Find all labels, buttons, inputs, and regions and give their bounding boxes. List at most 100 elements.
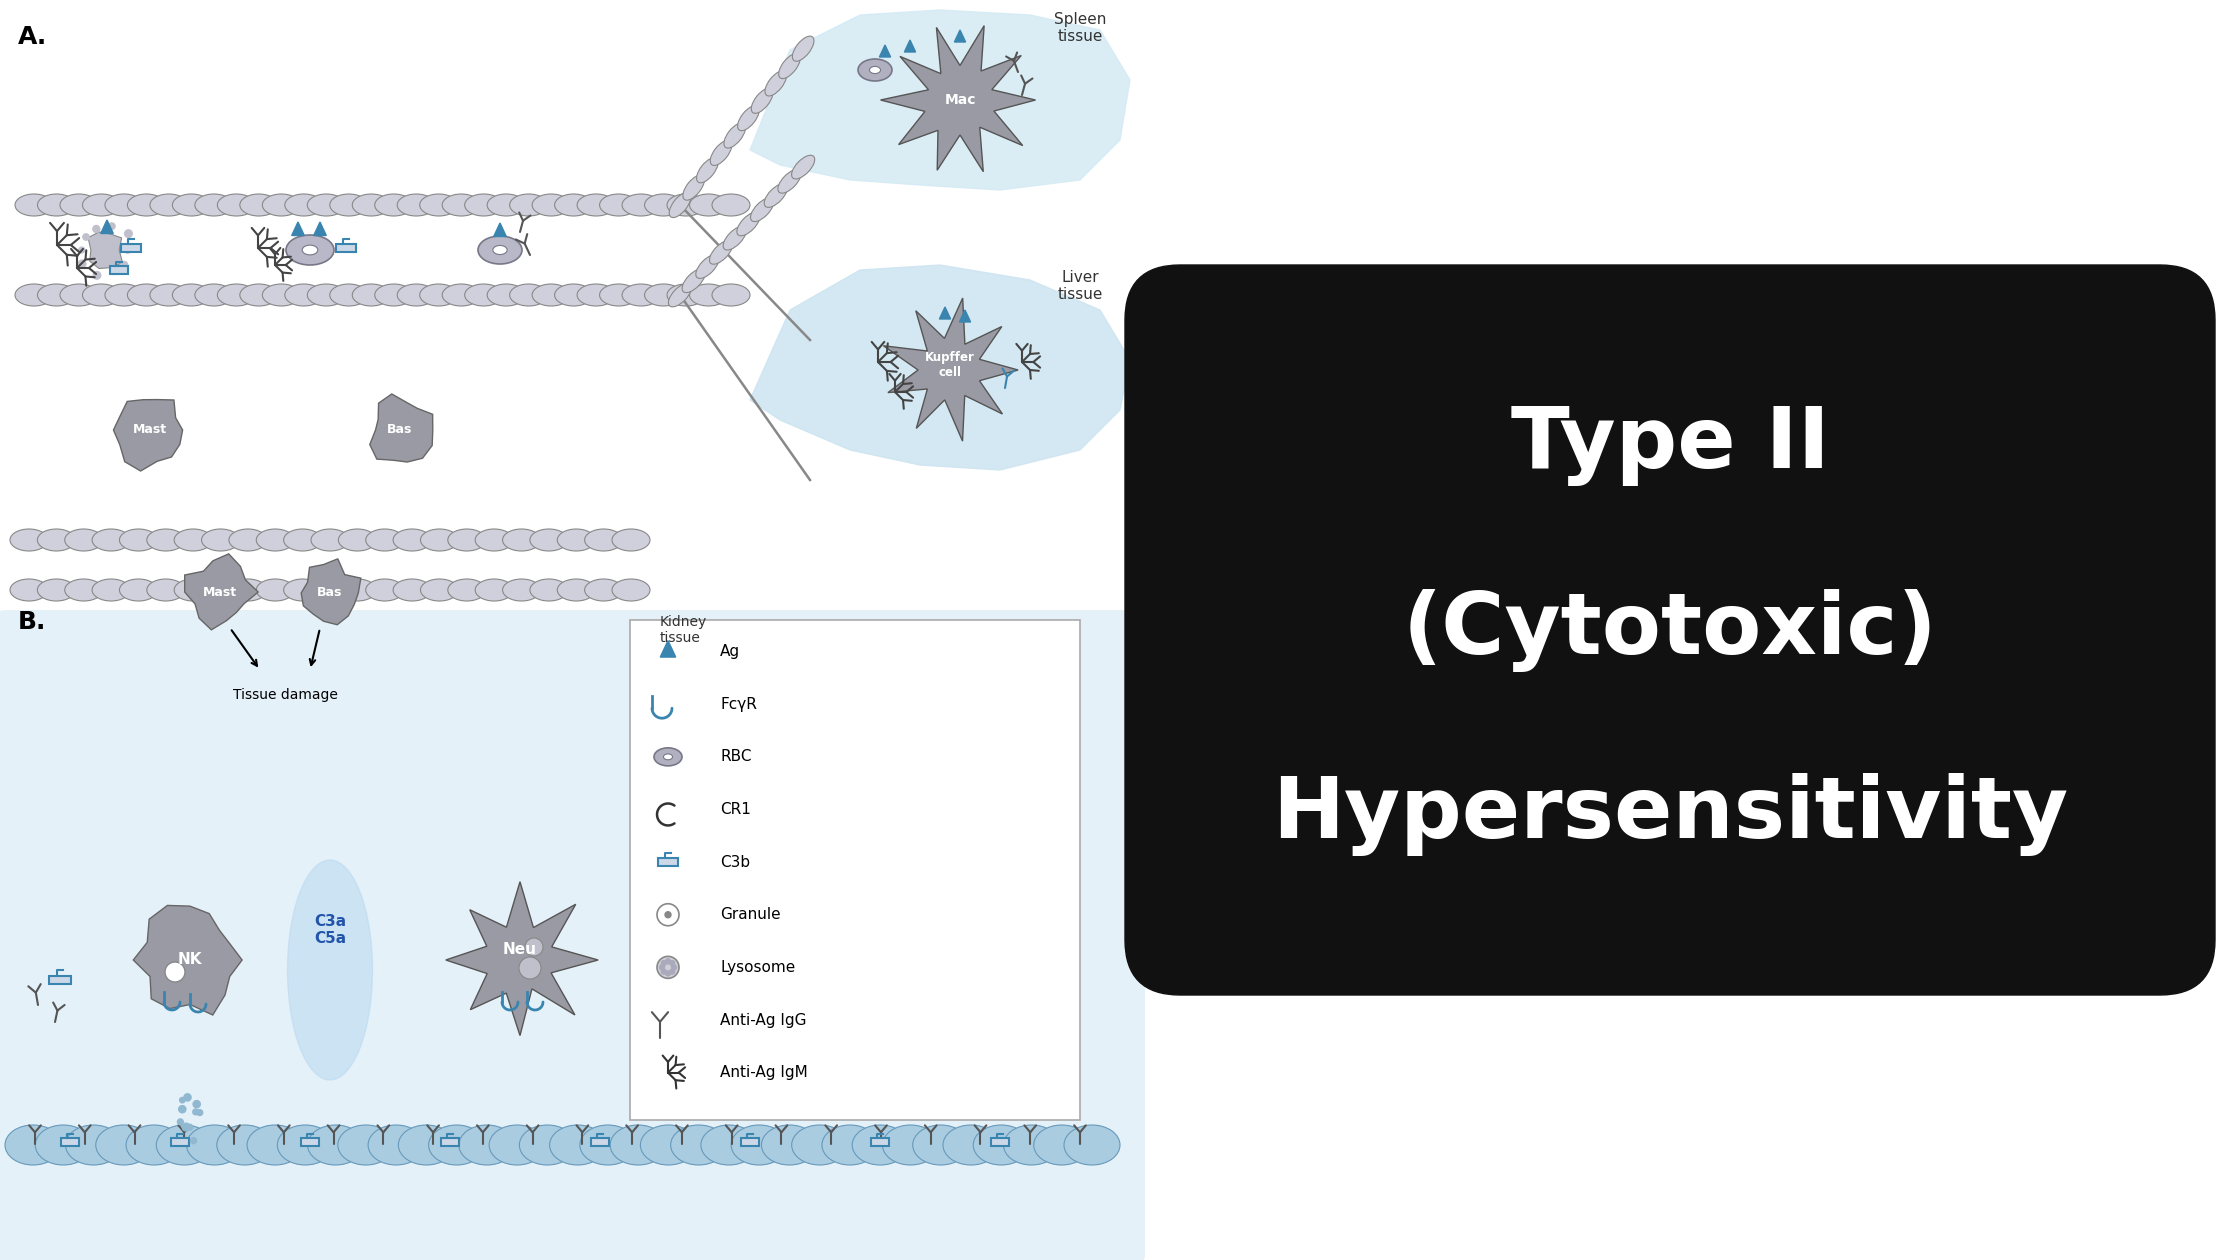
Bar [441, 1138, 459, 1145]
Ellipse shape [307, 284, 345, 306]
Circle shape [184, 1094, 190, 1101]
Circle shape [179, 1105, 186, 1113]
Ellipse shape [556, 284, 594, 306]
Ellipse shape [9, 580, 47, 601]
Ellipse shape [284, 194, 323, 215]
Polygon shape [880, 25, 1035, 171]
Circle shape [659, 965, 665, 970]
Text: C3b: C3b [719, 854, 750, 869]
Circle shape [665, 912, 672, 917]
Text: Anti-Ag IgG: Anti-Ag IgG [719, 1013, 806, 1027]
Ellipse shape [105, 194, 143, 215]
Bar [300, 1138, 318, 1145]
Ellipse shape [329, 194, 367, 215]
Ellipse shape [502, 580, 540, 601]
Ellipse shape [670, 193, 690, 218]
Ellipse shape [724, 123, 746, 149]
Ellipse shape [600, 284, 638, 306]
Ellipse shape [217, 194, 255, 215]
Ellipse shape [1064, 1125, 1120, 1166]
Circle shape [125, 229, 132, 237]
Bar [629, 620, 1080, 1120]
Ellipse shape [365, 580, 403, 601]
Ellipse shape [533, 194, 571, 215]
Ellipse shape [338, 529, 376, 551]
Bar [659, 858, 679, 866]
Text: Spleen
tissue: Spleen tissue [1053, 13, 1107, 44]
Polygon shape [300, 558, 361, 625]
Ellipse shape [668, 194, 706, 215]
Ellipse shape [793, 37, 813, 62]
Text: FcγR: FcγR [719, 697, 757, 712]
Ellipse shape [38, 284, 76, 306]
Ellipse shape [217, 284, 255, 306]
Ellipse shape [195, 284, 233, 306]
Ellipse shape [712, 284, 750, 306]
Ellipse shape [578, 194, 616, 215]
Polygon shape [939, 307, 950, 319]
Polygon shape [905, 40, 916, 52]
Ellipse shape [150, 284, 188, 306]
Ellipse shape [556, 194, 594, 215]
Polygon shape [750, 265, 1129, 470]
Text: Kupffer
cell: Kupffer cell [925, 352, 974, 379]
Bar [9, 541, 650, 590]
Text: C3a
C5a: C3a C5a [314, 914, 345, 946]
Ellipse shape [36, 1125, 92, 1166]
Ellipse shape [92, 580, 130, 601]
Bar [990, 1138, 1008, 1145]
Ellipse shape [392, 580, 430, 601]
Ellipse shape [724, 227, 746, 249]
Ellipse shape [128, 194, 166, 215]
Circle shape [197, 1110, 202, 1115]
Polygon shape [114, 399, 184, 471]
Ellipse shape [419, 194, 457, 215]
Text: Mast: Mast [204, 586, 237, 598]
Ellipse shape [488, 1125, 544, 1166]
Ellipse shape [38, 194, 76, 215]
Ellipse shape [670, 1125, 726, 1166]
Ellipse shape [697, 255, 719, 278]
Ellipse shape [287, 861, 372, 1080]
Polygon shape [750, 10, 1129, 190]
Ellipse shape [392, 529, 430, 551]
Ellipse shape [531, 580, 569, 601]
Text: Bas: Bas [388, 423, 412, 436]
Ellipse shape [16, 194, 54, 215]
Ellipse shape [822, 1125, 878, 1166]
Ellipse shape [701, 1125, 757, 1166]
Bar [16, 205, 750, 295]
Ellipse shape [105, 284, 143, 306]
Circle shape [108, 223, 114, 229]
Circle shape [92, 226, 101, 232]
Ellipse shape [399, 1125, 455, 1166]
Ellipse shape [580, 1125, 636, 1166]
Ellipse shape [578, 284, 616, 306]
Ellipse shape [338, 1125, 394, 1166]
Ellipse shape [374, 284, 412, 306]
Ellipse shape [690, 284, 728, 306]
Ellipse shape [585, 529, 623, 551]
Ellipse shape [255, 529, 293, 551]
Ellipse shape [464, 284, 502, 306]
Circle shape [181, 1123, 190, 1131]
Ellipse shape [338, 580, 376, 601]
Circle shape [78, 260, 85, 267]
Ellipse shape [186, 1125, 242, 1166]
Circle shape [665, 959, 670, 964]
Circle shape [193, 1109, 199, 1115]
Circle shape [661, 969, 665, 974]
Ellipse shape [329, 284, 367, 306]
Circle shape [661, 960, 665, 965]
Ellipse shape [858, 59, 892, 81]
Ellipse shape [502, 529, 540, 551]
Ellipse shape [302, 246, 318, 255]
Circle shape [121, 262, 128, 268]
Ellipse shape [365, 529, 403, 551]
Ellipse shape [683, 175, 703, 200]
Ellipse shape [511, 194, 547, 215]
Circle shape [112, 270, 116, 275]
Ellipse shape [202, 529, 240, 551]
Ellipse shape [612, 529, 650, 551]
Ellipse shape [762, 1125, 818, 1166]
